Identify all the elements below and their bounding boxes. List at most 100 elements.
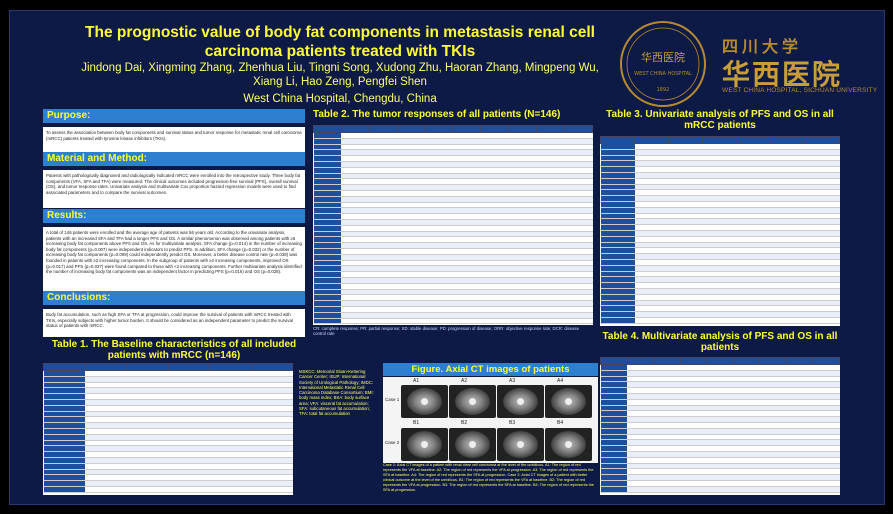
table-cell [536, 236, 565, 244]
table-cell [43, 463, 85, 470]
table-cell [812, 405, 840, 412]
table-cell [653, 410, 681, 418]
table-row [43, 480, 293, 487]
table-header-cell [732, 357, 761, 365]
table-cell [536, 312, 565, 319]
table-cell [771, 253, 806, 260]
table-cell [452, 271, 481, 278]
table-cell [508, 277, 537, 284]
table-cell [508, 294, 537, 302]
table-cell [480, 312, 509, 319]
table-cell [759, 422, 787, 429]
table-cell [341, 265, 370, 273]
table-cell [564, 265, 593, 273]
table-cell [126, 445, 168, 453]
table-cell [627, 480, 654, 487]
table-cell [341, 306, 370, 313]
table-cell [668, 253, 703, 260]
table-cell [627, 393, 654, 400]
table-cell [564, 178, 593, 186]
table-cell [369, 132, 398, 139]
table-cell [251, 445, 293, 453]
table-cell [536, 178, 565, 186]
table-row [600, 218, 840, 226]
table-header-cell [653, 357, 681, 365]
table-cell [805, 201, 840, 208]
table-row [600, 439, 840, 447]
table-cell [634, 224, 669, 231]
table-cell [508, 196, 537, 203]
table-cell [600, 434, 628, 441]
table-cell [480, 248, 509, 255]
table-cell [805, 160, 840, 168]
table-cell [733, 486, 760, 493]
table-cell [85, 486, 127, 493]
table-cell [653, 428, 681, 435]
table-cell [771, 311, 806, 318]
table-cell [85, 422, 127, 429]
table-cell [706, 486, 734, 493]
table-cell [126, 480, 168, 487]
table-cell [341, 260, 370, 267]
table-cell [668, 259, 703, 266]
table-cell [680, 405, 707, 412]
table-cell [452, 184, 481, 191]
table-cell [341, 149, 370, 157]
table-cell [251, 422, 293, 429]
table-cell [600, 376, 628, 383]
table-cell [653, 463, 681, 470]
table-cell [600, 463, 628, 470]
table-cell [397, 155, 426, 162]
table-row [43, 463, 293, 470]
table-cell [397, 138, 426, 145]
table-row [43, 469, 293, 476]
table-cell [805, 155, 840, 162]
table-row [600, 457, 840, 464]
table-cell [771, 201, 806, 208]
table-cell [508, 300, 537, 307]
table-cell [634, 207, 669, 214]
table-cell [737, 201, 772, 208]
table-row [600, 416, 840, 423]
table-cell [805, 184, 840, 191]
table-cell [737, 172, 772, 179]
table-cell [600, 410, 628, 418]
table-cell [805, 317, 840, 324]
table-cell [168, 457, 210, 464]
table-cell [43, 428, 85, 435]
table-cell [43, 474, 85, 482]
case2-label: Case 2 [385, 440, 400, 445]
table-cell [452, 277, 481, 284]
conclusions-text: Body fat accumulation, such as high SFA … [43, 309, 305, 337]
table-row [600, 265, 840, 272]
table-cell [733, 370, 760, 377]
table-cell [702, 143, 738, 150]
seal-caption: WEST CHINA HOSPITAL [634, 71, 692, 77]
table-cell [43, 440, 85, 447]
table-row [313, 149, 593, 157]
table-row [600, 311, 840, 318]
table-cell [251, 405, 293, 412]
table-cell [634, 189, 669, 197]
table-cell [771, 282, 806, 289]
table-cell [452, 138, 481, 145]
table-cell [508, 265, 537, 273]
table-cell [425, 138, 453, 145]
table-cell [634, 236, 669, 243]
table-cell [805, 172, 840, 179]
table-cell [251, 463, 293, 470]
table-cell [508, 207, 537, 215]
table-cell [680, 416, 707, 423]
table-cell [480, 184, 509, 191]
affiliation: West China Hospital, Chengdu, China [243, 93, 437, 105]
table-cell [397, 202, 426, 209]
table-cell [771, 224, 806, 231]
table-cell [600, 189, 635, 197]
table-cell [600, 387, 628, 394]
table-cell [313, 277, 342, 284]
table-row [43, 376, 293, 383]
table-cell [536, 196, 565, 203]
table-cell [627, 439, 654, 447]
table-cell [786, 381, 813, 389]
table-cell [805, 213, 840, 220]
